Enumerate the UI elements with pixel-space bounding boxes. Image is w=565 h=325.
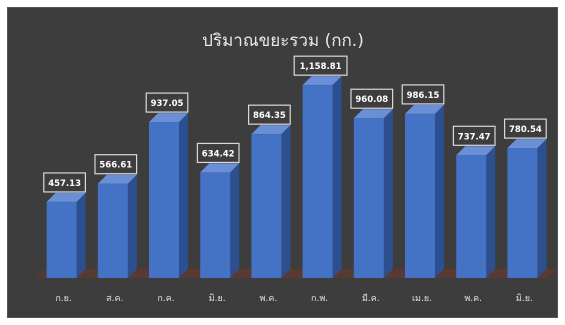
data-label-text: 937.05 bbox=[151, 99, 184, 109]
bar-side bbox=[486, 146, 495, 278]
bar-front bbox=[354, 118, 384, 278]
chart-title: ปริมาณขยะรวม (กก.) bbox=[202, 31, 364, 51]
x-tick-label: พ.ค. bbox=[464, 294, 482, 304]
bar-chart: ปริมาณขยะรวม (กก.) 457.13 566.61 937.05 634… bbox=[8, 8, 559, 319]
data-label-text: 457.13 bbox=[48, 179, 81, 189]
bar-front bbox=[98, 184, 128, 278]
bar bbox=[405, 105, 444, 278]
x-tick-label: ส.ค. bbox=[106, 294, 123, 304]
bar bbox=[149, 113, 188, 278]
bar-front bbox=[507, 148, 537, 278]
data-label-text: 566.61 bbox=[99, 161, 132, 171]
bar-side bbox=[77, 193, 86, 278]
data-label-text: 737.47 bbox=[458, 132, 491, 142]
chart-frame: ปริมาณขยะรวม (กก.) 457.13 566.61 937.05 634… bbox=[7, 7, 558, 318]
x-axis-ticks: ก.ย. ส.ค. ก.ค. มิ.ย. พ.ค. ก.พ. มี.ค. เม.ย. พ.ค. ม… bbox=[55, 293, 532, 304]
bar-front bbox=[47, 202, 77, 278]
bar-front bbox=[200, 172, 230, 278]
bar-front bbox=[456, 155, 486, 278]
data-label-text: 960.08 bbox=[355, 95, 388, 105]
data-label: 566.61 bbox=[95, 155, 137, 174]
data-label-text: 986.15 bbox=[407, 91, 440, 101]
data-label: 937.05 bbox=[146, 93, 188, 112]
bar bbox=[98, 175, 137, 278]
bar bbox=[507, 139, 546, 278]
x-tick-label: เม.ย. bbox=[412, 294, 432, 304]
data-label-text: 634.42 bbox=[202, 149, 235, 159]
x-tick-label: มี.ค. bbox=[362, 293, 380, 304]
data-label-text: 780.54 bbox=[509, 125, 542, 135]
bar-side bbox=[384, 109, 393, 278]
bar-front bbox=[251, 134, 281, 278]
bar bbox=[354, 109, 393, 278]
data-label: 960.08 bbox=[351, 89, 393, 108]
x-tick-label: ก.ย. bbox=[55, 294, 71, 304]
x-tick-label: ก.ค. bbox=[157, 294, 174, 304]
bar-side bbox=[128, 175, 137, 278]
x-tick-label: มิ.ย. bbox=[209, 293, 226, 304]
bar-side bbox=[281, 125, 290, 278]
bar bbox=[456, 146, 495, 278]
bar-side bbox=[333, 76, 342, 278]
data-label: 737.47 bbox=[453, 126, 495, 145]
data-label: 864.35 bbox=[249, 105, 291, 124]
data-label: 986.15 bbox=[402, 85, 444, 104]
x-tick-label: พ.ค. bbox=[260, 294, 278, 304]
bar bbox=[251, 125, 290, 278]
bar-side bbox=[179, 113, 188, 278]
bars-group bbox=[47, 76, 547, 278]
bar bbox=[47, 193, 86, 278]
bar-side bbox=[230, 163, 239, 278]
data-label: 457.13 bbox=[44, 173, 86, 192]
x-tick-label: ก.พ. bbox=[311, 294, 328, 304]
bar bbox=[200, 163, 239, 278]
bar-side bbox=[435, 105, 444, 278]
data-label: 780.54 bbox=[505, 119, 547, 138]
data-label-text: 1,158.81 bbox=[300, 62, 342, 72]
data-label: 634.42 bbox=[197, 143, 239, 162]
bar-front bbox=[149, 122, 179, 278]
bar-front bbox=[303, 85, 333, 278]
bar bbox=[303, 76, 342, 278]
x-tick-label: มิ.ย. bbox=[516, 293, 533, 304]
bar-front bbox=[405, 114, 435, 278]
bar-side bbox=[537, 139, 546, 278]
data-label: 1,158.81 bbox=[294, 56, 347, 75]
data-label-text: 864.35 bbox=[253, 111, 286, 121]
